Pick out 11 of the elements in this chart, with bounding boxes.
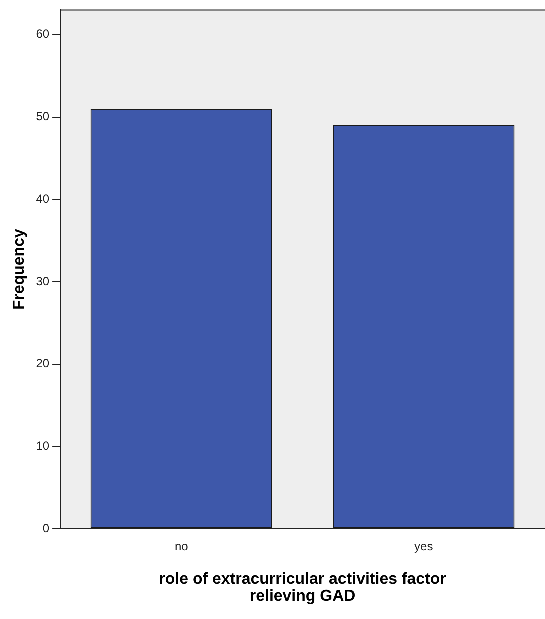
x-tick-label: no [174, 540, 189, 554]
y-tick-label: 50 [36, 110, 50, 124]
y-axis-title: Frequency [11, 229, 28, 310]
y-tick-label: 60 [36, 27, 50, 42]
x-tick-label: yes [414, 540, 434, 554]
y-tick-label: 30 [36, 274, 50, 288]
y-tick-label: 20 [36, 356, 50, 371]
y-tick-label: 40 [36, 192, 50, 206]
x-axis-title: role of extracurricular activities factor relieving GAD [159, 571, 446, 606]
y-tick-label: 0 [42, 521, 50, 536]
y-tick-label: 10 [36, 438, 50, 453]
